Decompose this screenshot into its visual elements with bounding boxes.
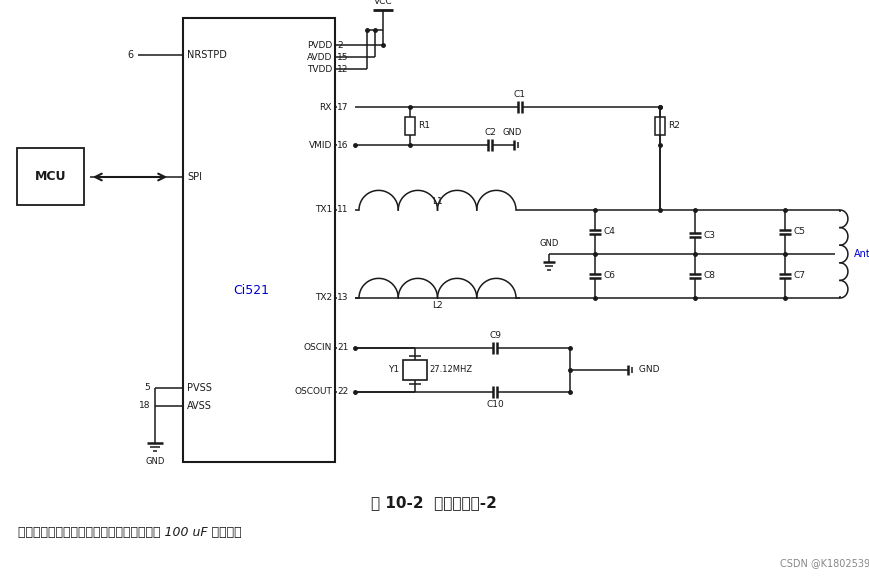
Text: C10: C10 [486,400,504,409]
Bar [17,148,84,205]
Text: PVDD: PVDD [307,41,332,49]
Text: OSCIN: OSCIN [303,343,332,353]
Text: 11: 11 [337,206,348,214]
Text: 6: 6 [127,50,133,60]
Bar [183,18,335,462]
Text: Ci521: Ci521 [234,284,269,296]
Text: 2: 2 [337,41,342,49]
Text: AVSS: AVSS [187,401,212,411]
Text: L1: L1 [432,197,443,207]
Text: 22: 22 [337,387,348,397]
Text: C9: C9 [489,331,501,340]
Text: 15: 15 [337,53,348,61]
Text: 5: 5 [144,383,150,393]
Text: TX2: TX2 [315,294,332,302]
Text: 18: 18 [138,401,150,411]
Text: C8: C8 [703,272,715,280]
Text: C5: C5 [793,228,805,236]
Bar [405,118,415,134]
Text: C1: C1 [514,90,526,99]
Text: TVDD: TVDD [307,64,332,74]
Text: GND: GND [540,239,559,248]
Text: C4: C4 [603,228,615,236]
Text: C6: C6 [603,272,615,280]
Text: L2: L2 [432,302,443,310]
Text: MCU: MCU [35,170,66,183]
Text: 21: 21 [337,343,348,353]
Text: RX: RX [320,102,332,112]
Text: Antena: Antena [854,249,869,259]
Text: R1: R1 [418,122,430,130]
Text: GND: GND [502,128,521,137]
Text: C3: C3 [703,230,715,240]
Text: PVSS: PVSS [187,383,212,393]
Bar [655,118,665,134]
Text: 17: 17 [337,102,348,112]
Text: OSCOUT: OSCOUT [294,387,332,397]
Text: 27.12MHZ: 27.12MHZ [429,365,472,375]
Text: TX1: TX1 [315,206,332,214]
Text: AVDD: AVDD [307,53,332,61]
Text: GND: GND [145,457,165,466]
Text: 图 10-2  典型应用图-2: 图 10-2 典型应用图-2 [371,496,497,511]
Text: NRSTPD: NRSTPD [187,50,227,60]
Bar [403,360,427,380]
Text: 16: 16 [337,141,348,149]
Text: VMID: VMID [308,141,332,149]
Text: 12: 12 [337,64,348,74]
Text: C7: C7 [793,272,805,280]
Text: C2: C2 [484,128,496,137]
Text: GND: GND [636,365,660,375]
Text: R2: R2 [668,122,680,130]
Text: VCC: VCC [374,0,392,6]
Text: Y1: Y1 [388,365,399,375]
Text: CSDN @K18025398187: CSDN @K18025398187 [780,558,869,568]
Text: 注：使用纽扣电池工作时，电源部分推荐加 100 uF 大电容；: 注：使用纽扣电池工作时，电源部分推荐加 100 uF 大电容； [18,526,242,538]
Text: SPI: SPI [187,172,202,182]
Text: 13: 13 [337,294,348,302]
